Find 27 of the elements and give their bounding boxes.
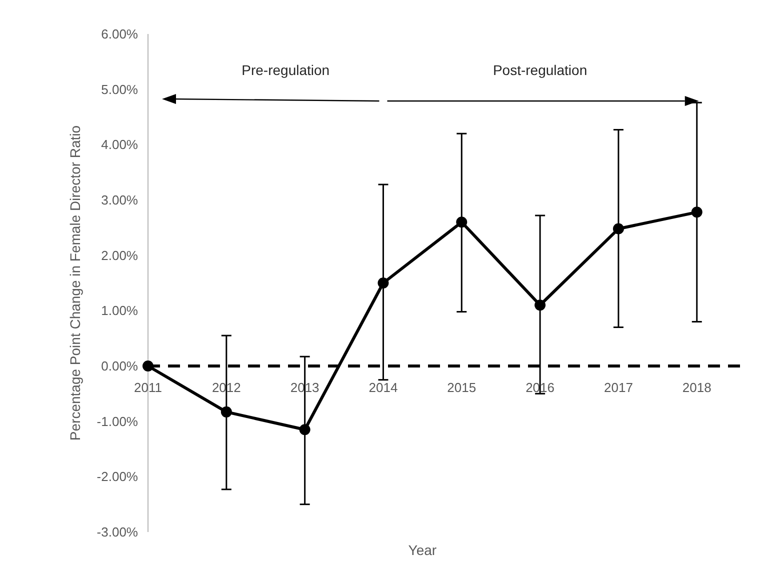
y-tick-label: 5.00%	[101, 82, 138, 97]
y-tick-label: -3.00%	[96, 524, 138, 540]
point	[378, 278, 389, 288]
x-tick-label: 2014	[368, 380, 398, 395]
y-tick-label: 6.00%	[101, 26, 138, 42]
annotation: Post-regulation	[492, 62, 588, 78]
y-tick-label: 4.00%	[101, 137, 138, 152]
y-tick-label: 3.00%	[101, 192, 138, 208]
y-tick-label: -2.00%	[96, 469, 138, 484]
x-tick-label: 2011	[134, 380, 162, 395]
y-tick-label: 2.00%	[101, 248, 138, 263]
point	[534, 300, 546, 311]
point	[220, 406, 232, 418]
annotation: Pre-regulation	[242, 62, 330, 78]
point	[299, 424, 310, 436]
point	[142, 360, 154, 372]
x-tick-label: 2017	[604, 380, 633, 395]
x-tick-label: 2018	[682, 380, 712, 395]
y-axis-title: Percentage Point Change in Female Director Ratio	[67, 125, 83, 441]
point	[612, 223, 624, 234]
y-tick-label: 1.00%	[101, 303, 138, 318]
x-axis-title: Year	[408, 542, 437, 558]
point	[456, 216, 468, 228]
y-tick-label: 0.00%	[101, 358, 138, 374]
x-tick-label: 2015	[447, 380, 476, 395]
point	[691, 206, 702, 218]
y-tick-label: -1.00%	[96, 414, 138, 429]
